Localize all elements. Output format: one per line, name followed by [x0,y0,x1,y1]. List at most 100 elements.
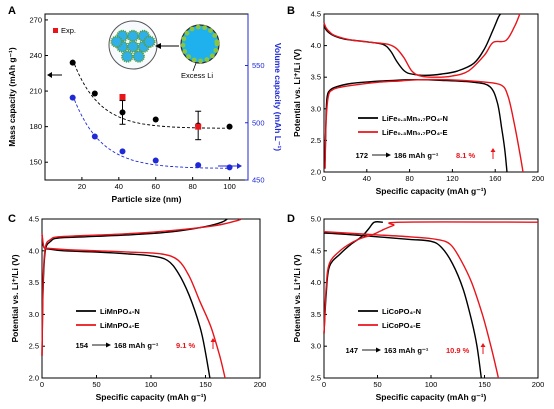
data-point [91,90,98,97]
y-tick-label: 4.0 [311,278,321,287]
inset-li-dot [202,25,208,31]
data-point [119,109,126,116]
panel-label-b: B [287,5,295,17]
y2-tick-label: 550 [252,61,265,70]
inset-li-dot [213,47,219,53]
inset-li-dot [186,54,192,60]
x-tick-label: 50 [92,380,100,389]
data-point [119,148,126,155]
x-tick-label: 120 [446,174,459,183]
panel-label-a: A [8,5,16,17]
voltage-curve [323,221,383,334]
x-tick-label: 50 [373,380,381,389]
legend-label-exp: Exp. [61,26,76,35]
annotation-up-arrowhead [210,338,216,342]
data-point-square [119,94,126,100]
black-fit-curve [72,59,228,129]
data-point [152,116,159,123]
inset-li-dot [182,49,188,54]
inset-li-dot [209,53,215,59]
voltage-curve [41,218,228,356]
y2-tick-label: 450 [252,176,265,185]
voltage-curve [41,218,242,356]
legend-label: LiCoPO₄-N [382,307,421,316]
x-tick-label: 200 [254,380,267,389]
inset-li-dot [191,57,197,63]
x-tick-label: 40 [115,182,123,191]
data-point [226,123,233,130]
x-axis-label: Specific capacity (mAh g⁻¹) [376,186,487,196]
annotation-arrowhead [386,152,391,158]
x-tick-label: 20 [78,182,86,191]
legend-label: LiFe₀.₃Mn₀.₇PO₄-N [382,114,448,123]
x-tick-label: 200 [532,174,545,183]
inset-li-dot [198,58,203,64]
inset-li-dot [204,57,210,62]
legend-label: LiMnPO₄-N [100,307,140,316]
blue-fit-curve [72,95,228,169]
data-point [226,164,233,171]
x-tick-label: 160 [489,174,502,183]
annotation-to: 168 mAh g⁻¹ [114,341,159,350]
y-tick-label: 4.0 [311,41,321,50]
y-tick-label: 180 [29,122,42,131]
x-tick-label: 150 [199,380,212,389]
inset-small-particle [110,35,123,48]
annotation-to: 186 mAh g⁻¹ [394,151,439,160]
x-axis-label: Specific capacity (mAh g⁻¹) [96,392,207,402]
data-point [69,94,76,101]
y-axis-label: Potential vs. Li⁺/Li (V) [10,254,20,342]
inset-li-dot [184,30,190,36]
inset-small-particle [126,29,140,43]
legend-swatch-exp [53,28,58,33]
data-point [69,59,76,66]
panel-a: 20 40 60 80 100 150 180 210 240 270 Particle size … [7,13,283,204]
y-tick-label: 2.0 [311,168,321,177]
annotation-from: 147 [345,346,358,355]
y-tick-label: 2.5 [311,136,321,145]
annotation-percent: 10.9 % [446,346,470,355]
data-point-square [195,123,202,130]
inset-arrowhead [155,43,161,49]
inset-li-dot [208,28,213,34]
x-tick-label: 100 [223,182,236,191]
x-tick-label: 100 [145,380,158,389]
annotation-to: 163 mAh g⁻¹ [384,346,429,355]
inset-li-dot [181,36,187,42]
x-axis-label: Particle size (nm) [112,194,182,204]
inset-small-particle [143,35,156,48]
x-tick-label: 80 [188,182,196,191]
panel-label-c: C [8,213,16,225]
x-tick-label: 60 [152,182,160,191]
inset-label: Excess Li [181,71,213,80]
panel-d: 0 50 100 150 200 2.5 3.0 3.5 4.0 4.5 5.0 Specific c… [292,215,544,403]
voltage-curve [323,221,539,334]
voltage-curve [41,233,226,379]
annotation-arrowhead [376,347,381,353]
y-tick-label: 4.5 [29,215,39,224]
voltage-curve [324,78,524,173]
voltage-curve [324,78,508,173]
y-tick-label: 3.0 [29,310,39,319]
legend-label: LiMnPO₄-E [100,321,139,330]
y-tick-label: 2.5 [29,342,39,351]
data-point [91,133,98,140]
voltage-curve [323,13,521,78]
data-point [152,157,159,164]
y-tick-label: 4.0 [29,246,39,255]
annotation-percent: 8.1 % [456,151,476,160]
panel-label-d: D [287,213,295,225]
data-point [195,162,202,169]
y2-tick-label: 500 [252,118,265,127]
inset-li-dot [189,26,195,32]
inset-li-dot [180,42,186,48]
x-axis-label: Specific capacity (mAh g⁻¹) [376,392,487,402]
y-tick-label: 150 [29,158,42,167]
legend-label: LiCoPO₄-E [382,321,421,330]
y-tick-label: 2.5 [311,374,321,383]
y-tick-label: 3.0 [311,342,321,351]
y-axis-label: Mass capacity (mAh g⁻¹) [7,47,17,147]
y-tick-label: 270 [29,15,42,24]
inset-li-dot [212,33,218,38]
y-tick-label: 3.5 [29,278,39,287]
